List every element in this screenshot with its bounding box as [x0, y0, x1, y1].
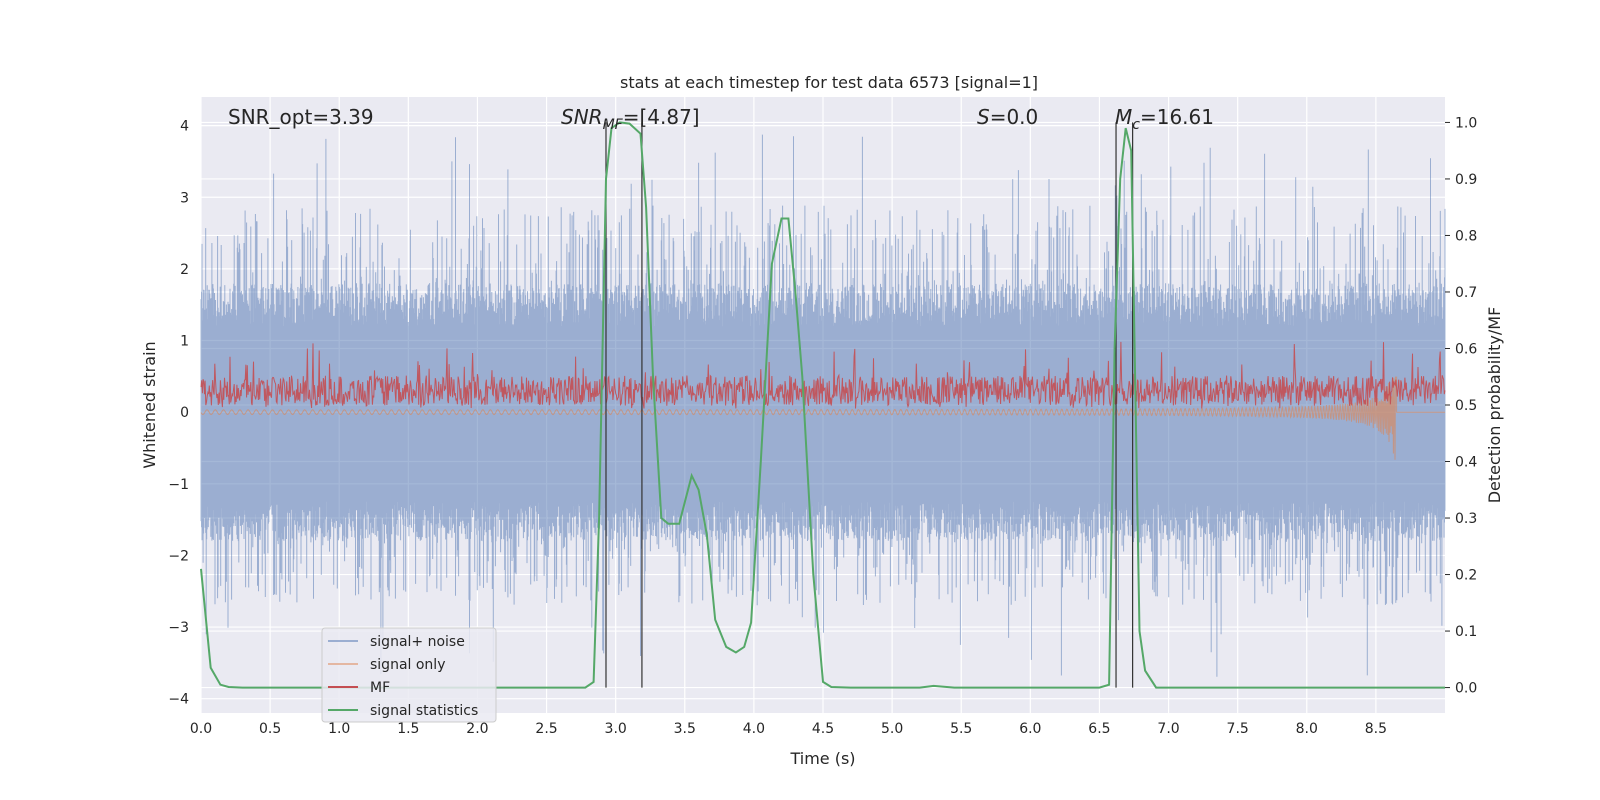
- x-tick-label: 5.0: [881, 721, 903, 737]
- chart-title: stats at each timestep for test data 657…: [620, 73, 1038, 92]
- y-tick-label: 4: [180, 119, 189, 135]
- x-tick-label: 3.0: [605, 721, 627, 737]
- x-tick-label: 4.0: [743, 721, 765, 737]
- y-right-tick-label: 0.0: [1455, 681, 1477, 697]
- signal-only-trace: [200, 376, 1445, 460]
- y-tick-label: −1: [168, 477, 189, 493]
- y-tick-label: 0: [180, 405, 189, 421]
- s-rest: =0.0: [990, 105, 1039, 129]
- y-right-tick-label: 0.7: [1455, 285, 1477, 301]
- y-tick-label: −3: [168, 620, 189, 636]
- y-tick-label: 1: [180, 334, 189, 350]
- mf-trace: [200, 341, 1446, 409]
- x-axis-ticks: 0.0 0.5 1.0 1.5 2.0 2.5 3.0 3.5 4.0 4.5 5.0 5.5 6.0 6…: [190, 721, 1387, 737]
- x-tick-label: 0.5: [259, 721, 281, 737]
- legend: signal+ noise signal only MF signal stat…: [321, 627, 497, 723]
- x-tick-label: 1.0: [328, 721, 350, 737]
- x-tick-label: 2.5: [535, 721, 557, 737]
- x-tick-label: 7.5: [1227, 721, 1249, 737]
- x-tick-label: 2.0: [466, 721, 488, 737]
- signal-statistics-line: [200, 121, 1445, 689]
- legend-label-mf: MF: [370, 680, 390, 696]
- x-tick-label: 6.0: [1019, 721, 1041, 737]
- x-tick-label: 8.0: [1296, 721, 1318, 737]
- y-right-tick-label: 0.6: [1455, 341, 1477, 357]
- s-annotation: S=0.0: [977, 105, 1038, 129]
- legend-label-stats: signal statistics: [370, 703, 478, 719]
- snr-mf-main: SNR: [561, 105, 603, 129]
- y-tick-label: −4: [168, 692, 189, 708]
- snr-opt-annotation: SNR_opt=3.39: [228, 105, 374, 129]
- y-right-tick-label: 0.8: [1455, 228, 1477, 244]
- y-right-tick-label: 1.0: [1455, 115, 1477, 131]
- x-tick-label: 7.0: [1157, 721, 1179, 737]
- x-tick-label: 0.0: [190, 721, 212, 737]
- y-axis-label: Whitened strain: [140, 341, 159, 468]
- legend-label-signal-only: signal only: [370, 657, 445, 673]
- mc-sub: c: [1132, 117, 1140, 133]
- y-tick-label: 3: [180, 190, 189, 206]
- y-right-axis-ticks: 1.0 0.9 0.8 0.7 0.6 0.5 0.4 0.3 0.2 0.1 0.0: [1445, 115, 1477, 697]
- x-tick-label: 4.5: [812, 721, 834, 737]
- x-tick-label: 3.5: [674, 721, 696, 737]
- mc-annotation: Mc=16.61: [1115, 105, 1214, 133]
- x-tick-label: 1.5: [397, 721, 419, 737]
- snr-mf-sub: MF: [603, 117, 624, 133]
- snr-mf-annotation: SNRMF=[4.87]: [561, 105, 700, 133]
- y-tick-label: −2: [168, 548, 189, 564]
- s-main: S: [977, 105, 990, 129]
- mc-main: M: [1115, 105, 1132, 129]
- signal-only-series: [200, 376, 1445, 460]
- y-right-tick-label: 0.2: [1455, 568, 1477, 584]
- y-axis-ticks: 4 3 2 1 0 −1 −2 −3 −4: [168, 119, 189, 708]
- signal-statistics-series: [200, 121, 1445, 689]
- y-right-tick-label: 0.1: [1455, 624, 1477, 640]
- y-right-tick-label: 0.3: [1455, 511, 1477, 527]
- y-right-tick-label: 0.4: [1455, 455, 1477, 471]
- legend-label-noise: signal+ noise: [370, 634, 465, 650]
- y-tick-label: 2: [180, 262, 189, 278]
- x-tick-label: 8.5: [1365, 721, 1387, 737]
- x-axis-label: Time (s): [789, 749, 855, 768]
- y-right-tick-label: 0.5: [1455, 398, 1477, 414]
- y-right-tick-label: 0.9: [1455, 172, 1477, 188]
- mf-series: [200, 341, 1446, 409]
- snr-mf-rest: =[4.87]: [623, 105, 700, 129]
- legend-box: [321, 627, 497, 723]
- x-tick-label: 5.5: [950, 721, 972, 737]
- mc-rest: =16.61: [1140, 105, 1214, 129]
- y-right-axis-label: Detection probability/MF: [1485, 307, 1504, 504]
- x-tick-label: 6.5: [1088, 721, 1110, 737]
